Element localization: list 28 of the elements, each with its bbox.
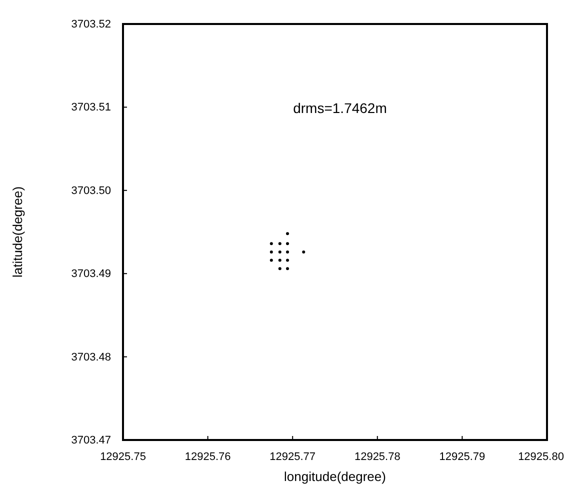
point	[286, 232, 290, 236]
point	[278, 242, 282, 246]
x-tick-label: 12925.77	[270, 450, 316, 463]
x-tick-label: 12925.78	[354, 450, 400, 463]
y-tick-label: 3703.49	[71, 268, 111, 280]
point	[286, 267, 290, 270]
x-tick-label: 12925.80	[518, 450, 564, 463]
point	[286, 250, 290, 254]
x-tick-label: 12925.76	[184, 450, 231, 463]
annotation: drms=1.7462m	[293, 100, 387, 116]
x-tick-label: 12925.79	[439, 450, 486, 463]
x-tick-label: 12925.75	[100, 450, 146, 463]
point	[270, 242, 273, 246]
point	[302, 250, 306, 254]
point	[270, 250, 273, 254]
point	[270, 258, 273, 262]
y-tick-label: 3703.51	[71, 102, 111, 114]
point	[278, 267, 282, 270]
point	[278, 258, 282, 262]
point	[278, 250, 282, 254]
x-axis-title: longitude(degree)	[284, 469, 386, 484]
y-tick-label: 3703.52	[71, 18, 111, 31]
point	[286, 242, 290, 246]
y-axis-title: latitude(degree)	[10, 186, 25, 278]
y-tick-label: 3703.50	[71, 184, 111, 197]
y-tick-label: 3703.47	[71, 434, 111, 447]
point	[286, 258, 290, 262]
y-tick-label: 3703.48	[71, 351, 111, 364]
